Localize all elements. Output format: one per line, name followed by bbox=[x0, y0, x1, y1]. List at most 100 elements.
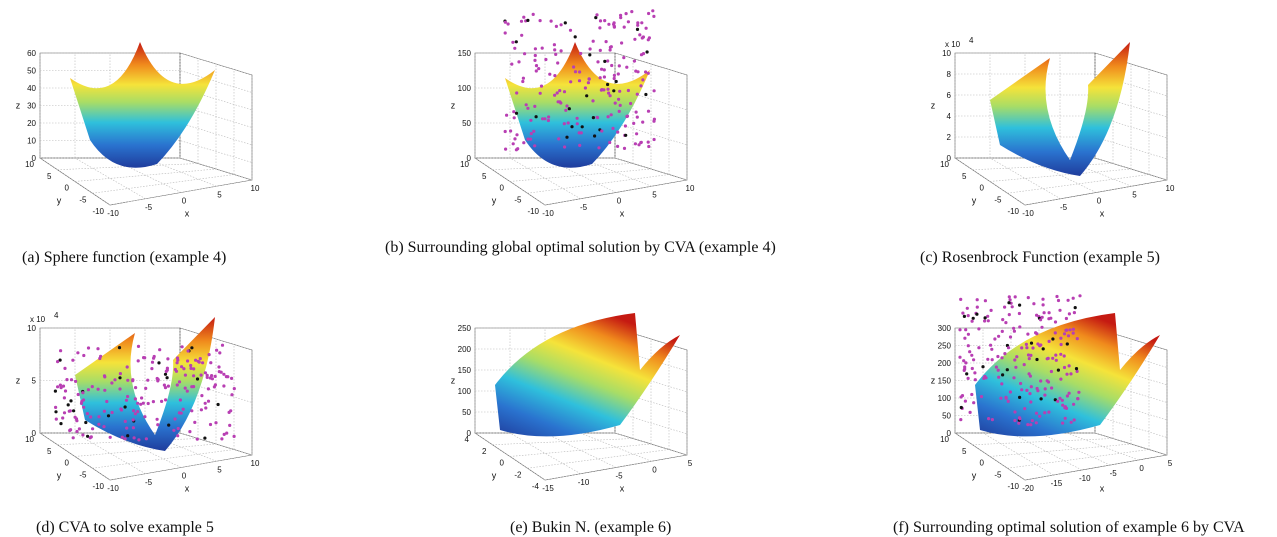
particle bbox=[90, 385, 94, 389]
particle bbox=[1007, 301, 1011, 305]
particle bbox=[144, 437, 148, 441]
particle bbox=[58, 383, 63, 387]
particle bbox=[639, 141, 643, 145]
particle bbox=[1053, 331, 1057, 335]
particle bbox=[1073, 306, 1077, 310]
subplot-f: 050100150200250300-20-15-10-5051050-5-10… bbox=[931, 294, 1173, 494]
particle bbox=[635, 27, 640, 31]
x-gridline bbox=[1094, 432, 1168, 456]
particle bbox=[206, 387, 210, 391]
particle bbox=[1034, 411, 1039, 415]
particle bbox=[537, 67, 541, 71]
z-gridline bbox=[475, 122, 688, 146]
z-axis-label: z bbox=[931, 101, 936, 111]
particle bbox=[59, 422, 63, 426]
particle bbox=[597, 146, 601, 150]
particle bbox=[146, 378, 150, 382]
x-gridline bbox=[179, 432, 253, 456]
particle bbox=[966, 314, 970, 318]
particle bbox=[511, 40, 515, 44]
particle bbox=[166, 384, 170, 388]
particle bbox=[526, 106, 530, 110]
particle bbox=[611, 126, 615, 130]
particle bbox=[199, 408, 203, 412]
particle bbox=[134, 386, 138, 390]
particle bbox=[529, 118, 533, 122]
particle bbox=[1050, 386, 1054, 390]
particle bbox=[166, 357, 170, 361]
particle bbox=[1043, 393, 1047, 397]
particle bbox=[150, 360, 155, 364]
particle bbox=[573, 70, 578, 74]
particle bbox=[607, 22, 611, 26]
y-tick-label: -5 bbox=[79, 470, 87, 479]
particle bbox=[54, 410, 58, 414]
z-tick-label: 200 bbox=[458, 345, 472, 354]
particle bbox=[975, 312, 979, 316]
particle bbox=[996, 354, 1000, 359]
particle bbox=[56, 360, 60, 364]
subplot-c: 0 2 4 6 8 10 -10 -5 0 5 10 10 5 0 -5 -10 x y z x 10 4 bbox=[931, 36, 1175, 219]
particle bbox=[216, 402, 220, 407]
x-tick-label: -10 bbox=[578, 478, 590, 487]
z-gridline bbox=[40, 380, 253, 403]
particle bbox=[645, 50, 649, 54]
particle bbox=[526, 18, 530, 22]
x-tick-label: 0 bbox=[1097, 197, 1102, 206]
particle bbox=[1054, 353, 1058, 357]
particle bbox=[533, 104, 537, 108]
particle bbox=[614, 79, 618, 84]
z-gridline bbox=[475, 369, 688, 393]
x-gridline bbox=[1066, 432, 1139, 461]
y-gridline bbox=[989, 168, 1132, 182]
particle bbox=[228, 423, 232, 427]
particle bbox=[1036, 342, 1040, 346]
z-tick-label: 250 bbox=[938, 342, 952, 351]
z-tick-label: 2 bbox=[947, 133, 952, 142]
particle bbox=[80, 399, 84, 404]
particle bbox=[962, 314, 967, 318]
y-tick-label: 2 bbox=[482, 447, 487, 456]
y-gridline bbox=[1024, 179, 1168, 206]
z-gridline bbox=[955, 397, 1168, 421]
particle bbox=[602, 75, 607, 79]
particle bbox=[1006, 346, 1011, 350]
particle bbox=[523, 52, 527, 56]
x-gridline bbox=[509, 432, 581, 475]
particle bbox=[1076, 397, 1080, 401]
particle bbox=[580, 125, 584, 129]
particle bbox=[616, 144, 620, 148]
z-gridline bbox=[40, 122, 253, 146]
particle bbox=[1053, 398, 1057, 402]
particle bbox=[1029, 423, 1033, 427]
particle bbox=[996, 368, 1000, 372]
particle bbox=[1064, 316, 1068, 321]
particle bbox=[176, 434, 180, 438]
particle bbox=[986, 357, 990, 361]
particle bbox=[543, 117, 547, 121]
particle bbox=[96, 387, 100, 391]
z-axis-label: z bbox=[931, 376, 936, 386]
z-multiplier-exponent: 4 bbox=[969, 36, 974, 45]
particle bbox=[646, 140, 650, 144]
particle bbox=[534, 115, 538, 119]
x-axis-label: x bbox=[1100, 484, 1105, 494]
z-tick-label: 0 bbox=[467, 154, 472, 163]
particle bbox=[76, 392, 80, 397]
particle bbox=[547, 115, 551, 119]
particle bbox=[983, 316, 987, 320]
particle bbox=[1061, 421, 1065, 425]
x-tick-label: 5 bbox=[217, 465, 222, 474]
particle bbox=[503, 31, 507, 35]
particle bbox=[553, 48, 557, 52]
particle bbox=[183, 386, 187, 390]
particle bbox=[193, 420, 197, 424]
particle bbox=[199, 373, 203, 377]
x-tick-label: 0 bbox=[617, 197, 622, 206]
particle bbox=[182, 367, 186, 371]
z-tick-label: 0 bbox=[947, 429, 952, 438]
z-multiplier-label: x 10 bbox=[30, 315, 46, 324]
particle bbox=[1041, 347, 1045, 351]
x-tick-label: -5 bbox=[145, 203, 153, 212]
particle bbox=[136, 359, 140, 363]
